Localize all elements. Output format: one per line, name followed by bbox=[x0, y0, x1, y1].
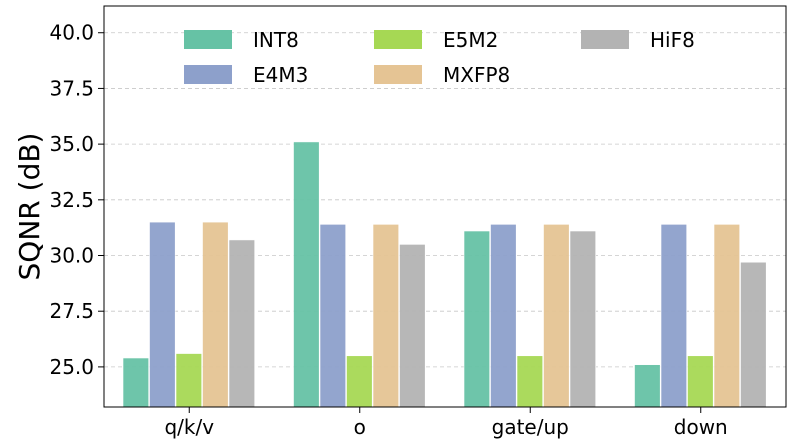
legend-label-hif8: HiF8 bbox=[650, 28, 695, 52]
bar-mxfp8-1 bbox=[372, 224, 400, 408]
y-tick-label: 30.0 bbox=[49, 244, 94, 268]
y-tick-label: 32.5 bbox=[49, 188, 94, 212]
bar-e5m2-2 bbox=[516, 355, 544, 408]
plot-frame bbox=[103, 5, 787, 408]
bar-e5m2-0 bbox=[175, 353, 203, 408]
legend-swatch-hif8 bbox=[581, 30, 629, 49]
legend-swatch-mxfp8 bbox=[374, 65, 422, 84]
legend-swatch-int8 bbox=[184, 30, 232, 49]
y-tick-label: 25.0 bbox=[49, 355, 94, 379]
legend-label-mxfp8: MXFP8 bbox=[443, 63, 510, 87]
bar-mxfp8-3 bbox=[713, 224, 741, 408]
bar-mxfp8-2 bbox=[543, 224, 570, 408]
bar-e4m3-2 bbox=[490, 224, 517, 408]
legend-swatch-e4m3 bbox=[184, 65, 232, 84]
bar-int8-0 bbox=[122, 357, 150, 408]
bar-e5m2-3 bbox=[687, 355, 714, 408]
bar-e5m2-1 bbox=[346, 355, 373, 408]
legend-label-e4m3: E4M3 bbox=[253, 63, 308, 87]
legend-label-e5m2: E5M2 bbox=[443, 28, 498, 52]
y-axis-ticks: 25.0 27.5 30.0 32.5 35.0 37.5 40.0 bbox=[49, 21, 104, 379]
bar-hif8-3 bbox=[740, 261, 767, 408]
bar-int8-2 bbox=[463, 230, 491, 408]
y-tick-label: 40.0 bbox=[49, 21, 94, 45]
bar-hif8-2 bbox=[569, 230, 597, 408]
legend-swatch-e5m2 bbox=[374, 30, 422, 49]
bar-e4m3-1 bbox=[319, 224, 347, 408]
y-tick-label: 27.5 bbox=[49, 299, 94, 323]
bar-mxfp8-0 bbox=[202, 221, 229, 408]
y-tick-label: 37.5 bbox=[49, 76, 94, 100]
x-tick-label: down bbox=[674, 415, 728, 439]
bar-layer bbox=[122, 141, 767, 408]
x-tick-label: gate/up bbox=[492, 415, 569, 439]
bar-hif8-0 bbox=[228, 239, 256, 408]
x-tick-label: o bbox=[354, 415, 366, 439]
legend: INT8 E5M2 HiF8 E4M3 MXFP8 bbox=[184, 28, 695, 87]
bar-int8-3 bbox=[634, 364, 661, 408]
legend-label-int8: INT8 bbox=[253, 28, 299, 52]
y-axis-title: SQNR (dB) bbox=[13, 133, 46, 281]
bar-hif8-1 bbox=[399, 244, 426, 408]
x-tick-label: q/k/v bbox=[164, 415, 214, 439]
y-tick-label: 35.0 bbox=[49, 132, 94, 156]
bar-e4m3-3 bbox=[660, 224, 688, 408]
bar-e4m3-0 bbox=[149, 221, 176, 408]
bar-int8-1 bbox=[293, 141, 320, 408]
x-axis-ticks: q/k/v o gate/up down bbox=[164, 407, 728, 439]
